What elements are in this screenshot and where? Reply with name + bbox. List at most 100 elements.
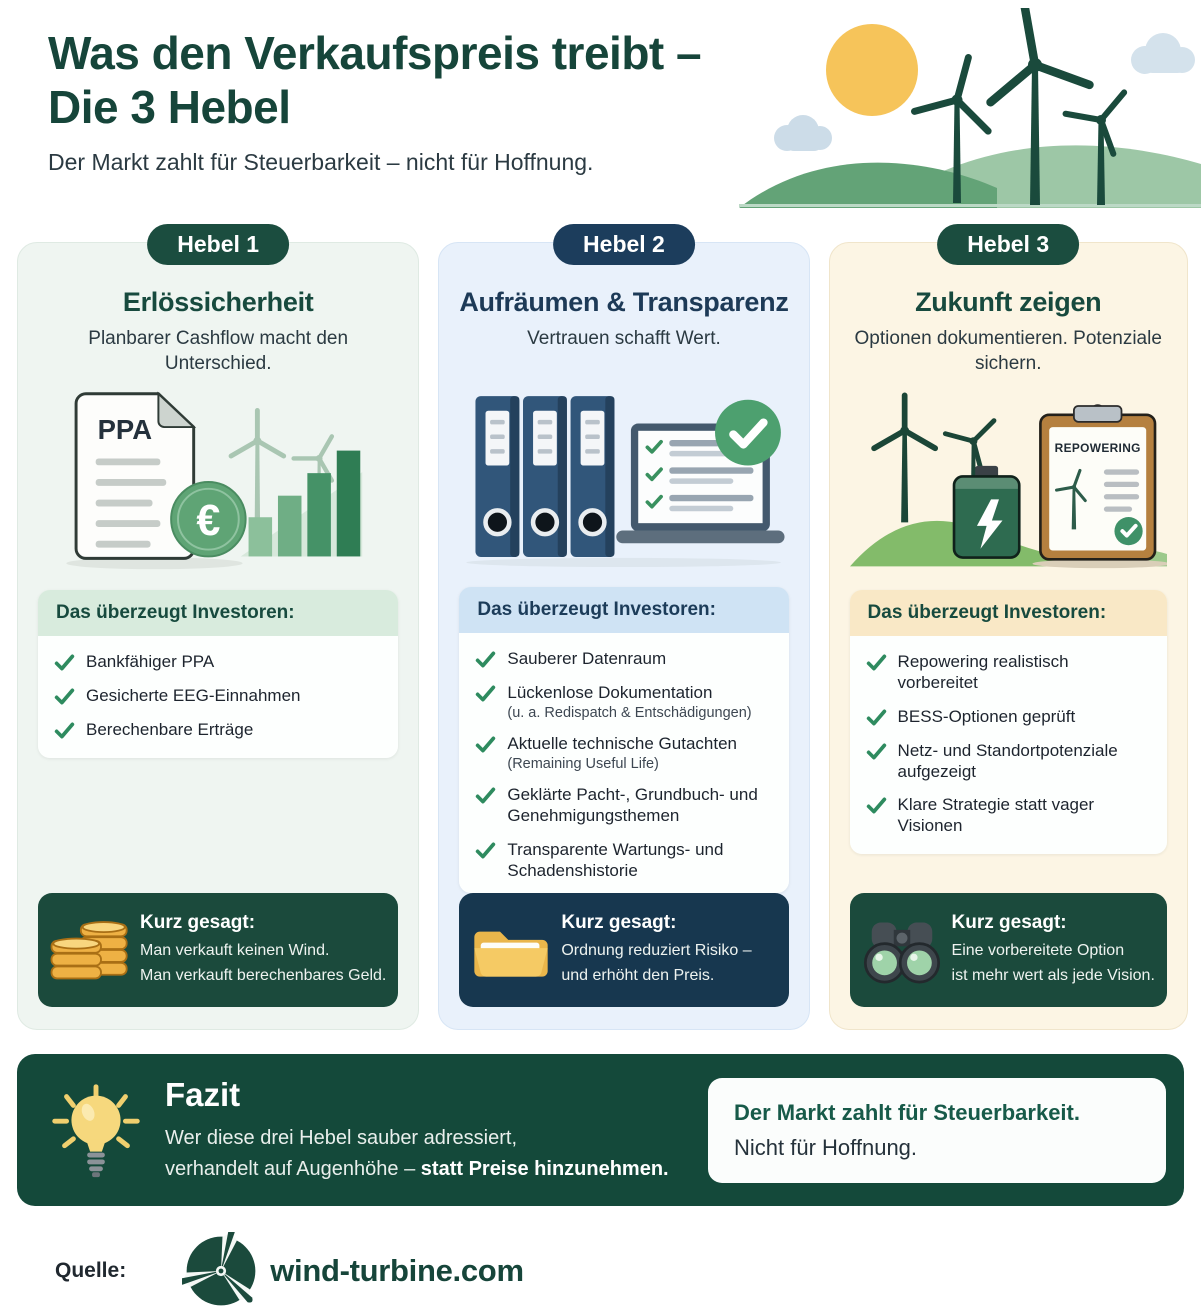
lever-1-list-header: Das überzeugt Investoren: [38, 590, 399, 637]
page-title: Was den Verkaufspreis treibt – Die 3 Heb… [48, 26, 1201, 135]
lever-2-subtitle: Vertrauen schafft Wert. [527, 328, 721, 349]
list-item: Lückenlose Dokumentation (u. a. Redispatc… [475, 682, 772, 721]
ppa-document-euro-growth-illustration: PPA € [66, 391, 363, 570]
list-item: Sauberer Datenraum [475, 648, 772, 670]
header: Was den Verkaufspreis treibt – Die 3 Heb… [0, 0, 1201, 208]
list-item: Geklärte Pacht-, Grundbuch- und Genehmig… [475, 784, 772, 827]
bar-chart-icon [248, 450, 361, 557]
cloud-icon [774, 115, 832, 151]
list-item: Klare Strategie statt vager Visionen [866, 794, 1151, 837]
lever-3-badge: Hebel 3 [937, 224, 1080, 265]
list-item-text: Sauberer Datenraum [507, 648, 667, 668]
wind-turbine-icon [910, 53, 992, 203]
ground-line [739, 204, 1201, 207]
check-icon [476, 787, 496, 804]
folder-icon [467, 906, 555, 994]
wind-turbine-icon [870, 392, 938, 523]
list-item-text: Netz- und Standortpotenziale aufgezeigt [897, 740, 1118, 781]
coins-icon [46, 906, 134, 994]
list-item-note: (Remaining Useful Life) [507, 756, 659, 773]
lever-card-1: Hebel 1 Erlössicherheit Planbarer Cashfl… [17, 224, 420, 1030]
list-item: Aktuelle technische Gutachten (Remaining … [475, 733, 772, 772]
list-item-text: Transparente Wartungs- und Schadenshisto… [507, 839, 724, 880]
hero-wind-landscape-illustration [739, 8, 1201, 208]
list-item: Gesicherte EEG-Einnahmen [54, 685, 382, 707]
fazit-text: Fazit Wer diese drei Hebel sauber adress… [165, 1076, 694, 1185]
fazit-banner: Fazit Wer diese drei Hebel sauber adress… [17, 1054, 1184, 1206]
check-badge-icon [715, 399, 782, 466]
fazit-callout: Der Markt zahlt für Steuerbarkeit. Nicht… [708, 1077, 1166, 1183]
list-item: Berechenbare Erträge [54, 719, 382, 741]
lever-3-subtitle: Optionen dokumentieren. Potenziale siche… [854, 328, 1162, 375]
summary-label: Kurz gesagt: [140, 911, 256, 933]
page-title-line1: Was den Verkaufspreis treibt – [48, 27, 702, 79]
list-item-text: Klare Strategie statt vager Visionen [897, 795, 1095, 836]
euro-symbol: € [196, 497, 220, 545]
lever-1-title: Erlössicherheit [122, 287, 314, 317]
summary-line: ist mehr wert als jede Vision. [951, 966, 1155, 984]
euro-coin-icon: € [170, 481, 247, 558]
source-label: Quelle: [55, 1259, 127, 1282]
binder-icon [475, 396, 520, 557]
check-icon [54, 688, 75, 705]
check-icon [54, 722, 75, 739]
list-item: Bankfähiger PPA [54, 651, 382, 673]
summary-line: Eine vorbereitete Option [951, 941, 1125, 959]
cloud-icon [1131, 33, 1195, 74]
wind-turbine-logo-icon [182, 1232, 256, 1306]
lightbulb-icon [52, 1084, 140, 1178]
list-item-text: Bankfähiger PPA [86, 652, 215, 672]
wind-turbine-icon [1062, 89, 1128, 205]
fazit-line2-bold: statt Preise hinzunehmen. [420, 1157, 669, 1180]
fazit-title: Fazit [165, 1075, 241, 1113]
page-subtitle: Der Markt zahlt für Steuerbarkeit – nich… [48, 148, 594, 175]
wind-turbine-icon [986, 8, 1094, 205]
lever-2-illustration [459, 382, 788, 575]
check-icon [866, 709, 886, 726]
check-icon [866, 654, 886, 671]
list-item-note: (u. a. Redispatch & Entschädigungen) [507, 704, 752, 721]
fazit-line1: Wer diese drei Hebel sauber adressiert, [165, 1126, 518, 1149]
lever-2-investor-box: Das überzeugt Investoren: Sauberer Daten… [459, 586, 789, 893]
list-item-text: Berechenbare Erträge [86, 720, 254, 740]
list-item-text: Geklärte Pacht-, Grundbuch- und Genehmig… [507, 785, 758, 826]
lever-3-list-header: Das überzeugt Investoren: [849, 590, 1167, 637]
check-icon [476, 685, 496, 702]
repowering-label: REPOWERING [1054, 441, 1140, 455]
lever-card-2: Hebel 2 Aufräumen & Transparenz Vertraue… [438, 224, 810, 1030]
binder-icon [570, 396, 615, 557]
lever-3-illustration: REPOWERING [849, 382, 1167, 578]
lever-2-badge: Hebel 2 [553, 224, 695, 265]
list-item-text: BESS-Optionen geprüft [897, 706, 1076, 726]
summary-line: Man verkauft keinen Wind. [140, 941, 330, 959]
check-icon [866, 743, 886, 760]
lever-card-3: Hebel 3 Zukunft zeigen Optionen dokument… [828, 224, 1188, 1030]
summary-label: Kurz gesagt: [561, 911, 677, 933]
lever-1-illustration: PPA € [38, 382, 398, 578]
check-icon [54, 654, 75, 671]
repowering-battery-clipboard-illustration: REPOWERING [849, 392, 1167, 569]
lever-1-badge: Hebel 1 [147, 224, 290, 265]
list-item-text: Aktuelle technische Gutachten [507, 733, 738, 753]
list-item-text: Repowering realistisch vorbereitet [897, 652, 1069, 693]
list-item-text: Lückenlose Dokumentation [507, 682, 713, 702]
callout-line1: Der Markt zahlt für Steuerbarkeit. [734, 1099, 1080, 1125]
lever-1-list: Bankfähiger PPA Gesicherte EEG-Einnahmen… [38, 636, 399, 759]
list-item: Repowering realistisch vorbereitet [866, 651, 1151, 694]
check-icon [476, 651, 496, 668]
footer: Quelle: wind-turbine.com [0, 1206, 1201, 1310]
check-icon [476, 842, 496, 859]
lever-1-subtitle: Planbarer Cashflow macht den Unterschied… [88, 328, 349, 375]
callout-line2: Nicht für Hoffnung. [734, 1134, 918, 1160]
check-icon [866, 797, 886, 814]
sun-icon [826, 24, 918, 116]
summary-line: Man verkauft berechenbares Geld. [140, 966, 387, 984]
fazit-line2-normal: verhandelt auf Augenhöhe – [165, 1157, 421, 1180]
lever-2-summary-box: Kurz gesagt: Ordnung reduziert Risiko – … [459, 893, 789, 1007]
lever-3-list: Repowering realistisch vorbereitet BESS-… [849, 636, 1167, 854]
lever-columns: Hebel 1 Erlössicherheit Planbarer Cashfl… [0, 224, 1201, 1030]
list-item-text: Gesicherte EEG-Einnahmen [86, 686, 301, 706]
lever-3-summary-box: Kurz gesagt: Eine vorbereitete Option is… [849, 893, 1167, 1007]
fazit-line2: verhandelt auf Augenhöhe – statt Preise … [165, 1154, 694, 1185]
list-item: BESS-Optionen geprüft [866, 706, 1151, 728]
